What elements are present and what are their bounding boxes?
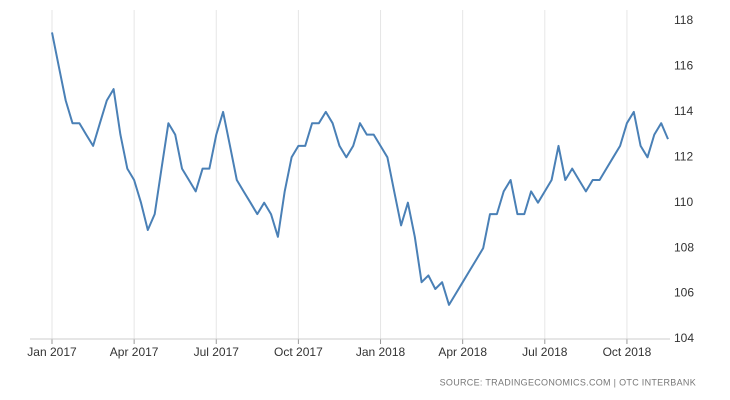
y-tick-label: 106 xyxy=(674,286,694,300)
y-tick-label: 110 xyxy=(674,195,693,209)
x-tick-label: Jul 2017 xyxy=(194,345,240,359)
x-tick-label: Oct 2017 xyxy=(274,345,323,359)
y-tick-label: 116 xyxy=(674,59,693,73)
price-line xyxy=(51,32,669,306)
source-note: SOURCE: TRADINGECONOMICS.COM | OTC INTER… xyxy=(440,377,696,387)
x-tick-label: Oct 2018 xyxy=(603,345,652,359)
x-tick-label: Jul 2018 xyxy=(522,345,568,359)
y-tick-label: 114 xyxy=(674,104,693,118)
x-tick-label: Apr 2017 xyxy=(110,345,159,359)
y-tick-label: 104 xyxy=(674,331,694,345)
x-tick-label: Jan 2018 xyxy=(356,345,406,359)
x-tick-label: Apr 2018 xyxy=(438,345,487,359)
y-tick-label: 112 xyxy=(674,149,693,163)
y-tick-label: 108 xyxy=(674,240,694,254)
y-tick-label: 118 xyxy=(674,13,693,27)
x-tick-label: Jan 2017 xyxy=(27,345,77,359)
